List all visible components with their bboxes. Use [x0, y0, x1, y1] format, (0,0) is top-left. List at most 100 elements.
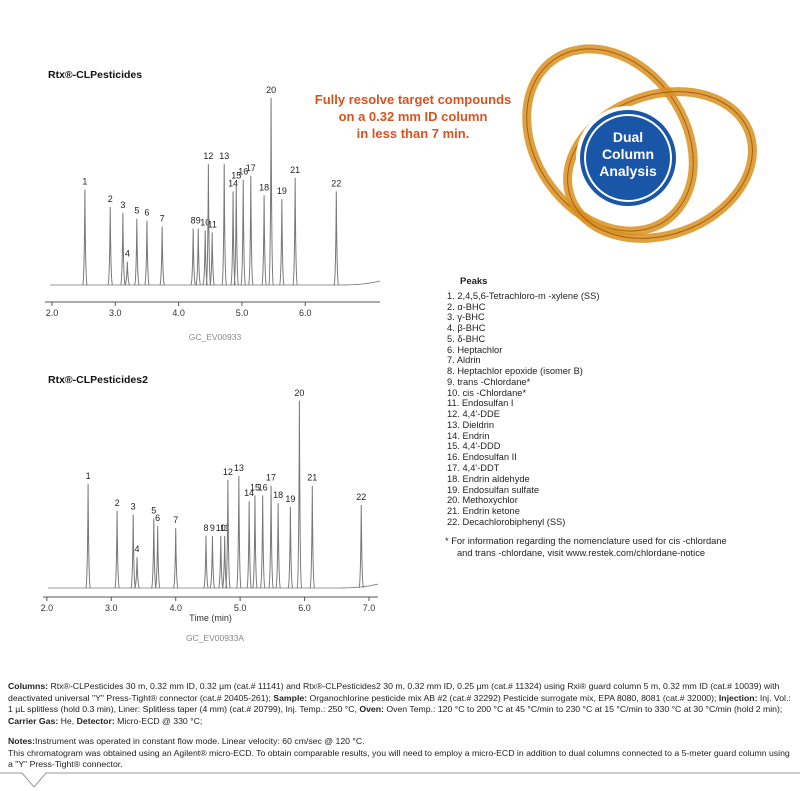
headline-line: Fully resolve target compounds	[314, 92, 512, 107]
peak	[287, 506, 294, 589]
chromatogram: Rtx®-CLPesticides2 2.0 3.0 4.0 5.0 6.0 7.0 Time…	[41, 374, 379, 643]
peak-item: 19. Endosulfan sulfate	[447, 484, 540, 495]
condition-text: Micro-ECD @ 330 °C;	[114, 715, 203, 726]
peak-item: 16. Endosulfan II	[447, 452, 517, 463]
figure-code: GC_EV00933	[189, 332, 242, 342]
peak-item: 20. Methoxychlor	[447, 495, 518, 506]
peak	[205, 164, 212, 286]
peak	[124, 261, 130, 286]
peak	[333, 191, 339, 286]
condition-text: Oven Temp.: 120 °C to 200 °C at 45 °C/mi…	[383, 704, 783, 714]
peak	[85, 483, 91, 589]
peak-label: 2	[108, 194, 113, 204]
peak-label: 10	[200, 217, 210, 227]
x-tick-label: 6.0	[299, 308, 312, 318]
peak-label: 12	[223, 467, 233, 477]
peak-item: 17. 4,4'-DDT	[447, 463, 500, 474]
peak-label: 16	[258, 482, 268, 492]
footnote-line: and trans -chlordane, visit www.restek.c…	[457, 548, 706, 558]
peak	[107, 206, 113, 286]
peak-label: 4	[135, 544, 140, 554]
notes-block: Notes:Instrument was operated in constan…	[8, 736, 794, 771]
figure-code: GC_EV00933A	[186, 633, 244, 643]
peak	[173, 528, 179, 589]
footnote: * For information regarding the nomencla…	[445, 535, 727, 559]
peak	[268, 97, 274, 286]
peak	[190, 228, 196, 286]
chart-title: Rtx®-CLPesticides2	[48, 374, 148, 386]
peak-label: 11	[220, 523, 229, 533]
condition-label: Columns:	[8, 681, 49, 691]
peak	[225, 479, 231, 589]
peak-label: 12	[203, 151, 213, 161]
peak-label: 9	[196, 215, 201, 225]
peak	[151, 518, 157, 589]
peak-item: 8. Heptachlor epoxide (isomer B)	[447, 366, 583, 377]
peak-label: 19	[285, 494, 295, 504]
peak-label: 22	[356, 492, 366, 502]
peak	[240, 179, 246, 286]
bottom-rule	[0, 772, 800, 788]
peak-label: 6	[155, 513, 160, 523]
peak-item: 6. Heptachlor	[447, 344, 503, 355]
peak-item: 21. Endrin ketone	[447, 506, 520, 517]
x-tick-label: 2.0	[41, 603, 54, 613]
peak-label: 14	[244, 488, 254, 498]
condition-text: He,	[58, 715, 77, 726]
peak-item: 5. δ-BHC	[447, 333, 486, 344]
peak-label: 18	[259, 182, 269, 192]
peak-item: 15. 4,4'-DDD	[447, 441, 501, 452]
peak-label: 20	[266, 85, 276, 95]
peak-item: 1. 2,4,5,6-Tetrachloro-m -xylene (SS)	[447, 290, 600, 301]
chart-title: Rtx®-CLPesticides	[48, 69, 142, 81]
x-tick-label: 4.0	[169, 603, 182, 613]
peak	[134, 218, 140, 286]
disclaimer: This chromatogram was obtained using an …	[8, 747, 790, 770]
peak-label: 19	[277, 186, 287, 196]
peak-item: 22. Decachlorobiphenyl (SS)	[447, 516, 566, 527]
x-tick-label: 6.0	[298, 603, 311, 613]
peak-label: 4	[125, 249, 130, 259]
badge-text: Analysis	[599, 163, 657, 179]
peak	[236, 476, 242, 589]
footnote-line: * For information regarding the nomencla…	[445, 536, 727, 546]
peak	[218, 535, 224, 589]
peak-item: 9. trans -Chlordane*	[447, 376, 531, 387]
peak-item: 4. β-BHC	[447, 323, 486, 334]
peak-label: 7	[173, 515, 178, 525]
peak-label: 18	[273, 490, 283, 500]
peak-item: 11. Endosulfan I	[447, 398, 514, 409]
peak	[279, 199, 285, 286]
peak-label: 8	[191, 215, 196, 225]
peak-item: 14. Endrin	[447, 430, 490, 441]
condition-label: Detector:	[76, 715, 115, 726]
peak-label: 17	[266, 473, 276, 483]
x-tick-label: 2.0	[46, 308, 59, 318]
peak-list-title: Peaks	[460, 276, 488, 287]
headline-line: on a 0.32 mm ID column	[338, 109, 488, 124]
condition-label: Carrier Gas:	[8, 715, 59, 726]
peak	[120, 212, 126, 286]
baseline	[50, 280, 381, 286]
peak-label: 21	[307, 473, 317, 483]
peak	[268, 485, 274, 589]
peak-item: 2. α-BHC	[447, 301, 486, 312]
peak	[292, 177, 298, 286]
peak-label: 16	[238, 167, 248, 177]
peak-label: 21	[290, 165, 300, 175]
x-tick-label: 4.0	[172, 308, 185, 318]
peak	[309, 485, 315, 589]
badge-text: Column	[602, 146, 654, 162]
peak-item: 13. Dieldrin	[447, 419, 495, 430]
peak-item: 10. cis -Chlordane*	[447, 387, 527, 398]
peak-label: 20	[294, 388, 304, 398]
peak-item: 7. Aldrin	[447, 355, 481, 366]
peak	[195, 228, 201, 286]
peak	[209, 232, 215, 286]
chromatogram: Rtx®-CLPesticides 2.0 3.0 4.0 5.0 6.0 GC_EV009…	[45, 69, 381, 342]
x-tick-label: 5.0	[236, 308, 249, 318]
notes: Columns: Rtx®-CLPesticides 30 m, 0.32 mm…	[8, 681, 794, 780]
peak	[296, 400, 303, 589]
